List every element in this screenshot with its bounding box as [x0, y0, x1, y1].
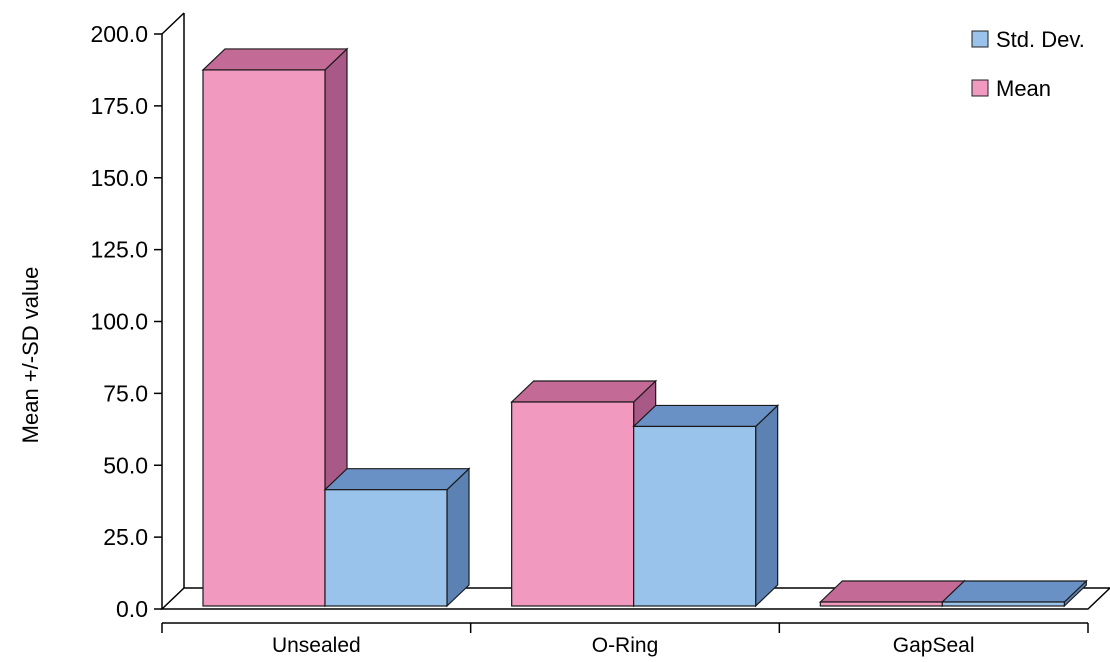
bar-unsealed-std-dev — [323, 467, 471, 608]
bar-gapseal-std-dev — [940, 579, 1088, 608]
y-tick-label: 150.0 — [90, 165, 148, 191]
bar-front-face — [819, 601, 943, 607]
bar-o-ring-std-dev — [632, 404, 780, 608]
legend-swatch-std-dev — [971, 30, 989, 48]
y-tick-label: 0.0 — [116, 596, 148, 622]
bar-side-face — [446, 467, 470, 608]
bar-front-face — [633, 425, 757, 607]
bar-top-face — [323, 468, 471, 491]
bar-top-face — [818, 580, 966, 603]
bar-front-face — [324, 489, 448, 607]
x-category-label: Unsealed — [272, 634, 361, 657]
legend-label-std-dev: Std. Dev. — [996, 27, 1085, 52]
bar-top-face — [632, 404, 780, 428]
bars — [201, 47, 1088, 608]
axes: 0.0 25.0 50.0 75.0 100.0 125.0 150.0 175.0 200.0… — [90, 21, 1089, 657]
bar-top-face — [510, 380, 658, 403]
bar-top-face — [940, 580, 1088, 603]
y-tick-label: 50.0 — [103, 452, 148, 478]
bar-unsealed-mean — [201, 47, 349, 608]
bar-top-face — [201, 48, 349, 71]
y-tick-label: 125.0 — [90, 237, 148, 263]
legend-swatch-mean — [971, 79, 989, 97]
y-tick-label: 100.0 — [90, 309, 148, 335]
bar-side-face — [755, 404, 779, 608]
bar-front-face — [941, 601, 1065, 607]
legend-label-mean: Mean — [996, 76, 1051, 101]
x-category-label: O-Ring — [592, 634, 659, 657]
y-tick-label: 200.0 — [90, 21, 148, 47]
y-axis-title: Mean +/-SD value — [18, 267, 43, 444]
y-tick-label: 175.0 — [90, 93, 148, 119]
y-tick-label: 75.0 — [103, 380, 148, 406]
bar-front-face — [511, 401, 635, 607]
bar-front-face — [202, 69, 326, 607]
legend: Std. Dev. Mean — [971, 27, 1085, 101]
back-wall-top-edge — [161, 12, 185, 35]
y-tick-label: 25.0 — [103, 524, 148, 550]
x-category-label: GapSeal — [893, 634, 975, 657]
